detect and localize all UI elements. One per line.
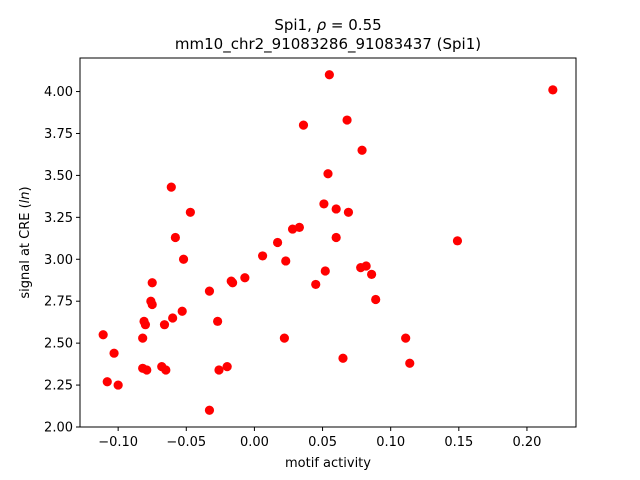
x-tick-label: −0.05 — [166, 435, 206, 450]
data-point — [138, 333, 148, 343]
data-point — [204, 286, 215, 296]
y-tick-label: 3.25 — [44, 211, 73, 226]
plot-area — [79, 57, 577, 428]
data-point — [257, 251, 268, 261]
data-points — [98, 70, 558, 415]
data-point — [204, 405, 215, 415]
data-point — [240, 273, 250, 283]
y-tick-label: 3.50 — [44, 169, 73, 184]
data-point — [405, 358, 415, 368]
y-tick-label: 2.00 — [44, 421, 73, 436]
data-point — [98, 330, 108, 340]
data-point — [185, 207, 195, 217]
x-axis-label: motif activity — [285, 456, 371, 471]
data-point — [178, 254, 189, 264]
data-point — [331, 232, 341, 243]
data-point — [147, 299, 157, 310]
data-point — [342, 115, 352, 125]
data-point — [170, 232, 180, 243]
axes-frame — [79, 57, 577, 428]
x-tick-label: 0.20 — [512, 435, 541, 450]
x-tick-label: −0.10 — [98, 435, 138, 450]
data-point — [311, 279, 321, 290]
data-point — [161, 365, 171, 375]
x-tick-label: 0.05 — [308, 435, 337, 450]
data-point — [281, 256, 291, 266]
data-point — [323, 169, 333, 179]
data-point — [272, 237, 283, 248]
data-point — [361, 261, 371, 271]
chart-title-line2: mm10_chr2_91083286_91083437 (Spi1) — [175, 35, 481, 54]
data-point — [228, 278, 238, 288]
data-point — [213, 316, 223, 326]
data-point — [166, 182, 176, 192]
data-point — [338, 353, 348, 363]
data-point — [113, 380, 123, 390]
data-point — [298, 120, 309, 130]
data-point — [140, 320, 151, 330]
data-point — [147, 278, 157, 288]
y-tick-label: 2.25 — [44, 379, 73, 394]
y-axis-label: signal at CRE (ln) — [18, 186, 33, 298]
y-axis-ticks: 2.00 2.25 2.50 2.75 3.00 3.25 3.50 3.75 4.00 — [44, 85, 80, 436]
y-tick-label: 3.75 — [44, 127, 73, 142]
y-tick-label: 4.00 — [44, 85, 73, 100]
data-point — [142, 365, 152, 375]
data-point — [159, 320, 170, 330]
y-tick-label: 2.50 — [44, 337, 73, 352]
data-point — [367, 269, 377, 279]
data-point — [222, 362, 232, 372]
data-point — [102, 377, 112, 387]
data-point — [343, 207, 354, 217]
x-tick-label: 0.15 — [444, 435, 473, 450]
data-point — [324, 70, 334, 80]
data-point — [319, 199, 329, 209]
data-point — [331, 204, 341, 214]
x-axis-ticks: −0.10 −0.05 0.00 0.05 0.10 0.15 0.20 — [98, 427, 541, 450]
data-point — [357, 145, 367, 155]
data-point — [548, 85, 558, 95]
data-point — [279, 333, 289, 343]
data-point — [177, 306, 187, 316]
data-point — [401, 333, 411, 343]
data-point — [320, 266, 330, 276]
y-tick-label: 3.00 — [44, 253, 73, 268]
x-tick-label: 0.00 — [240, 435, 269, 450]
chart-title-line1: Spi1, ρ = 0.55 — [274, 16, 381, 34]
data-point — [168, 313, 178, 323]
data-point — [452, 236, 463, 246]
x-tick-label: 0.10 — [376, 435, 405, 450]
data-point — [371, 294, 381, 305]
data-point — [109, 348, 119, 358]
data-point — [294, 222, 304, 233]
data-point — [214, 365, 224, 375]
y-tick-label: 2.75 — [44, 295, 73, 310]
